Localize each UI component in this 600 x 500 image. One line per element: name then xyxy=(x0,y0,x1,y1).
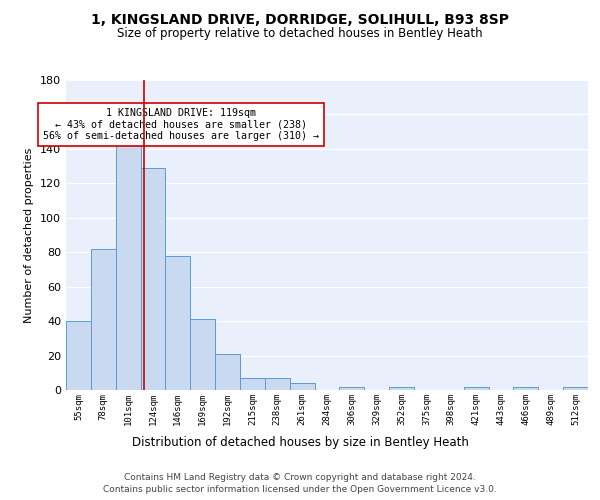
Bar xyxy=(190,320,215,390)
Text: Contains HM Land Registry data © Crown copyright and database right 2024.: Contains HM Land Registry data © Crown c… xyxy=(124,473,476,482)
Bar xyxy=(514,386,538,390)
Text: Contains public sector information licensed under the Open Government Licence v3: Contains public sector information licen… xyxy=(103,484,497,494)
Bar xyxy=(389,386,414,390)
Text: Distribution of detached houses by size in Bentley Heath: Distribution of detached houses by size … xyxy=(131,436,469,449)
Bar xyxy=(140,168,166,390)
Y-axis label: Number of detached properties: Number of detached properties xyxy=(25,148,34,322)
Text: 1, KINGSLAND DRIVE, DORRIDGE, SOLIHULL, B93 8SP: 1, KINGSLAND DRIVE, DORRIDGE, SOLIHULL, … xyxy=(91,12,509,26)
Bar xyxy=(166,256,190,390)
Bar xyxy=(464,386,488,390)
Bar xyxy=(265,378,290,390)
Bar xyxy=(91,249,116,390)
Text: 1 KINGSLAND DRIVE: 119sqm
← 43% of detached houses are smaller (238)
56% of semi: 1 KINGSLAND DRIVE: 119sqm ← 43% of detac… xyxy=(43,108,319,141)
Bar xyxy=(215,354,240,390)
Bar xyxy=(563,386,588,390)
Bar xyxy=(240,378,265,390)
Bar xyxy=(290,383,314,390)
Text: Size of property relative to detached houses in Bentley Heath: Size of property relative to detached ho… xyxy=(117,28,483,40)
Bar xyxy=(340,386,364,390)
Bar xyxy=(66,321,91,390)
Bar xyxy=(116,144,140,390)
